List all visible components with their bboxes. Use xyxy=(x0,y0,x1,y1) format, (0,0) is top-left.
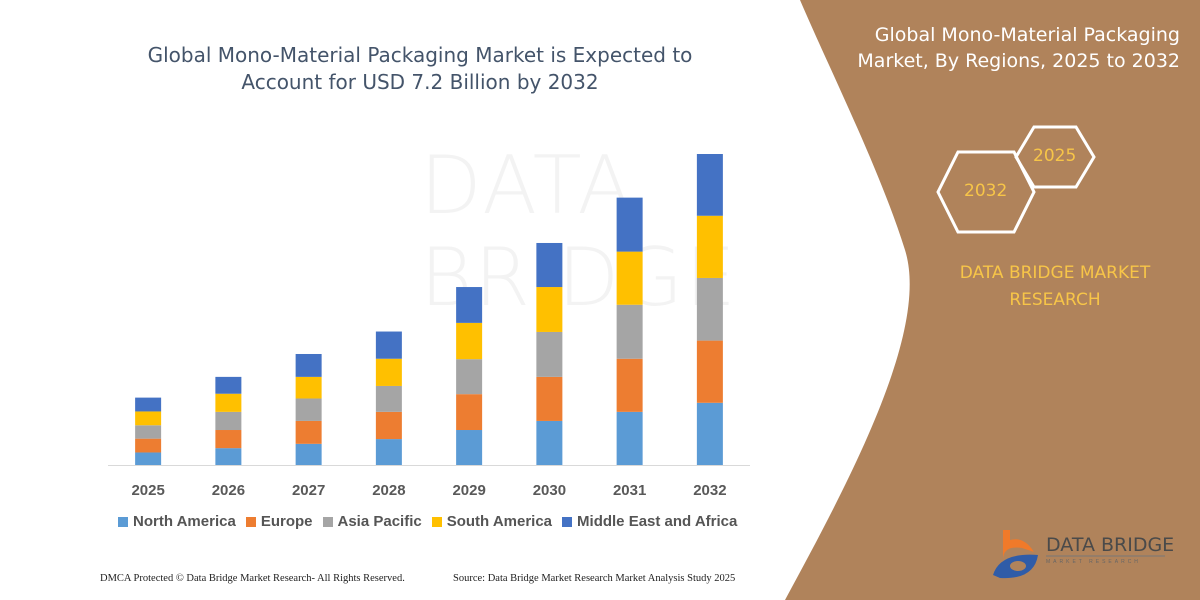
hex-label-end: 2032 xyxy=(964,181,1008,201)
logo-icon xyxy=(993,530,1038,579)
bar-segment-2029-middle-east-and-africa xyxy=(456,287,483,323)
legend-item: North America xyxy=(118,513,236,530)
bar-segment-2029-north-america xyxy=(456,430,483,465)
bar-segment-2027-south-america xyxy=(295,376,322,399)
bar-segment-2031-europe xyxy=(616,358,643,412)
bar-segment-2027-europe xyxy=(295,420,322,444)
bar-segment-2030-middle-east-and-africa xyxy=(536,242,563,288)
legend: North America Europe Asia Pacific South Ame… xyxy=(118,513,737,530)
legend-item: Europe xyxy=(245,513,313,530)
bar-segment-2029-south-america xyxy=(456,322,483,360)
bar-segment-2025-asia-pacific xyxy=(135,425,162,439)
bar-segment-2032-middle-east-and-africa xyxy=(696,154,723,216)
hex-label-start: 2025 xyxy=(1033,146,1077,166)
bar-segment-2026-europe xyxy=(215,430,242,449)
legend-swatch xyxy=(118,516,128,527)
bar-segment-2032-north-america xyxy=(696,402,723,465)
legend-label: South America xyxy=(446,513,553,530)
right-title-line-2: Market, By Regions, 2025 to 2032 xyxy=(857,50,1180,72)
title-line-2: Account for USD 7.2 Billion by 2032 xyxy=(241,70,599,94)
brand-text: DATA BRIDGE MARKET RESEARCH xyxy=(940,260,1170,314)
bar-segment-2025-europe xyxy=(135,438,162,453)
x-tick-label: 2032 xyxy=(693,482,726,499)
bar-segment-2027-middle-east-and-africa xyxy=(295,353,322,377)
legend-item: Middle East and Africa xyxy=(562,513,737,530)
bar-segment-2027-asia-pacific xyxy=(295,398,322,421)
bar-segment-2026-asia-pacific xyxy=(215,411,242,431)
bar-segment-2025-north-america xyxy=(135,452,162,465)
bar-segment-2029-europe xyxy=(456,394,483,431)
bar-segment-2030-europe xyxy=(536,376,563,421)
legend-swatch xyxy=(431,516,442,527)
x-tick-label: 2025 xyxy=(131,482,164,499)
bar-segment-2027-north-america xyxy=(295,443,322,465)
bar-segment-2028-europe xyxy=(375,411,402,440)
bar-segment-2026-north-america xyxy=(215,448,242,465)
bar-segment-2028-north-america xyxy=(375,439,402,465)
bar-segment-2028-asia-pacific xyxy=(375,385,402,412)
legend-item: Asia Pacific xyxy=(322,513,422,530)
legend-swatch xyxy=(562,516,573,527)
brand-line-1: DATA BRIDGE MARKET xyxy=(959,263,1151,283)
panel-background xyxy=(785,0,1200,600)
bar-segment-2026-south-america xyxy=(215,393,242,412)
bar-segment-2025-middle-east-and-africa xyxy=(135,397,162,412)
logo-name: DATA BRIDGE xyxy=(1046,534,1175,556)
logo-subtitle: MARKET RESEARCH xyxy=(1046,559,1141,565)
legend-label: Middle East and Africa xyxy=(577,513,738,530)
bar-segment-2030-asia-pacific xyxy=(536,331,563,377)
hexagon-2032 xyxy=(936,150,1036,234)
x-tick-label: 2028 xyxy=(372,482,405,499)
bar-segment-2031-asia-pacific xyxy=(616,304,643,359)
bar-segment-2031-middle-east-and-africa xyxy=(616,197,643,252)
x-tick-label: 2029 xyxy=(452,482,485,499)
bar-segment-2028-south-america xyxy=(375,358,402,386)
bar-segment-2030-south-america xyxy=(536,287,563,332)
legend-label: Europe xyxy=(260,513,313,530)
legend-label: Asia Pacific xyxy=(337,513,422,530)
chart-title: Global Mono-Material Packaging Market is… xyxy=(110,42,730,96)
hexagon-2025 xyxy=(1014,125,1096,189)
stacked-bar-chart: 2025 2026 2027 2028 2029 2030 2031 2032 xyxy=(108,154,750,499)
bar-segment-2031-south-america xyxy=(616,251,643,305)
bar-segment-2032-europe xyxy=(696,340,723,403)
legend-swatch xyxy=(245,516,256,527)
right-title-line-1: Global Mono-Material Packaging xyxy=(874,24,1180,46)
bar-segment-2025-south-america xyxy=(135,411,162,426)
right-panel-title: Global Mono-Material Packaging Market, B… xyxy=(825,22,1180,74)
legend-label: North America xyxy=(133,513,236,530)
bar-segment-2030-north-america xyxy=(536,420,563,465)
x-tick-label: 2026 xyxy=(212,482,245,499)
source-note: Source: Data Bridge Market Research Mark… xyxy=(453,573,736,584)
x-tick-label: 2031 xyxy=(613,482,646,499)
legend-item: South America xyxy=(431,513,553,530)
x-tick-label: 2027 xyxy=(292,482,325,499)
title-line-1: Global Mono-Material Packaging Market is… xyxy=(147,43,693,67)
x-tick-label: 2030 xyxy=(533,482,566,499)
dmca-notice: DMCA Protected © Data Bridge Market Rese… xyxy=(100,573,405,584)
bar-segment-2032-asia-pacific xyxy=(696,277,723,341)
bar-segment-2031-north-america xyxy=(616,411,643,465)
legend-swatch xyxy=(322,516,333,527)
bar-segment-2032-south-america xyxy=(696,215,723,278)
brand-line-2: RESEARCH xyxy=(1009,290,1101,310)
bar-segment-2029-asia-pacific xyxy=(456,359,483,395)
bar-segment-2028-middle-east-and-africa xyxy=(375,331,402,359)
bar-segment-2026-middle-east-and-africa xyxy=(215,376,242,394)
